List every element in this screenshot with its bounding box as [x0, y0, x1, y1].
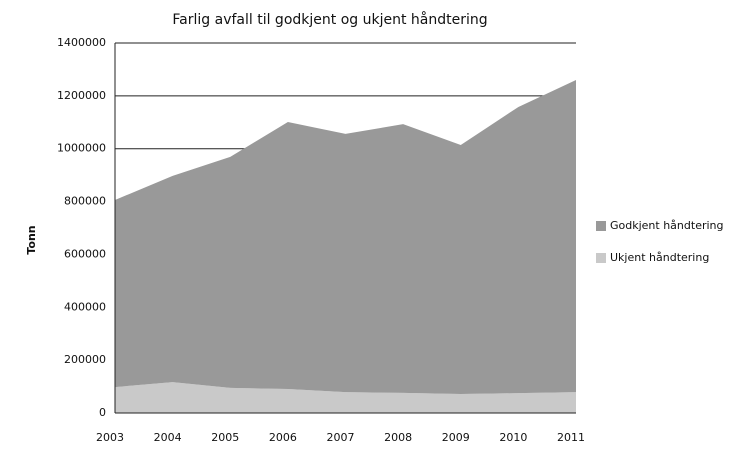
- x-tick-label: 2003: [96, 431, 124, 444]
- legend-swatch: [596, 253, 606, 263]
- x-tick-label: 2006: [269, 431, 297, 444]
- area: [115, 80, 576, 394]
- y-tick-label: 800000: [64, 195, 106, 208]
- y-tick-label: 200000: [64, 353, 106, 366]
- legend-swatch: [596, 221, 606, 231]
- legend-label: Ukjent håndtering: [610, 251, 709, 264]
- x-tick-label: 2010: [499, 431, 527, 444]
- x-tick-label: 2005: [211, 431, 239, 444]
- y-tick-label: 1200000: [57, 89, 106, 102]
- x-tick-label: 2007: [327, 431, 355, 444]
- legend-label: Godkjent håndtering: [610, 219, 724, 232]
- x-tick-label: 2004: [154, 431, 182, 444]
- chart-title: Farlig avfall til godkjent og ukjent hån…: [172, 11, 487, 28]
- y-axis-label: Tonn: [25, 225, 38, 254]
- y-tick-label: 0: [99, 406, 106, 419]
- x-tick-label: 2011: [557, 431, 585, 444]
- x-tick-label: 2009: [442, 431, 470, 444]
- y-tick-label: 600000: [64, 247, 106, 260]
- y-tick-label: 1000000: [57, 142, 106, 155]
- y-tick-label: 400000: [64, 300, 106, 313]
- x-tick-label: 2008: [384, 431, 412, 444]
- area: [115, 382, 576, 413]
- y-tick-label: 1400000: [57, 36, 106, 49]
